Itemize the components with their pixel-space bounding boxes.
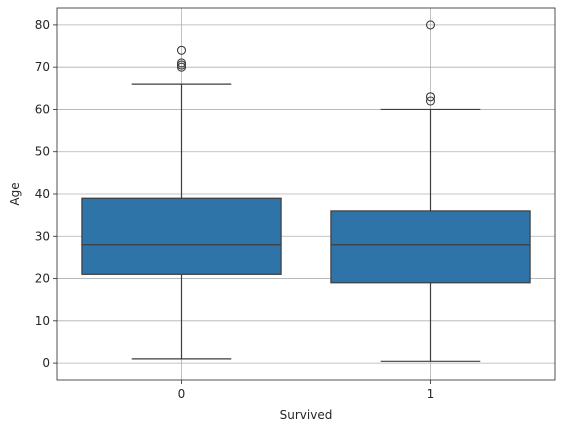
box-group-1: [330, 20, 531, 362]
outlier-point: [176, 45, 187, 55]
outlier-point: [425, 20, 436, 30]
y-tick-label: 0: [42, 356, 50, 370]
x-tick-label: 1: [427, 387, 435, 401]
y-tick-label: 30: [35, 229, 50, 243]
y-tick-label: 20: [35, 272, 50, 286]
y-tick-label: 40: [35, 187, 50, 201]
y-axis-label: Age: [8, 182, 22, 205]
axes: 0 10 20 30 40 50 60 70 80 0 1: [35, 18, 435, 401]
outlier-point: [176, 58, 187, 68]
outlier-point: [425, 96, 436, 106]
x-axis-label: Survived: [280, 408, 333, 422]
box-plots: [81, 20, 531, 362]
y-tick-label: 70: [35, 60, 50, 74]
y-tick-label: 80: [35, 18, 50, 32]
outlier-point: [425, 92, 436, 102]
grid-lines: [57, 8, 555, 380]
box-group-0: [81, 45, 282, 360]
y-tick-label: 10: [35, 314, 50, 328]
iqr-box: [330, 210, 531, 284]
x-tick-label: 0: [178, 387, 186, 401]
iqr-box: [81, 197, 282, 275]
y-tick-label: 50: [35, 145, 50, 159]
y-tick-label: 60: [35, 102, 50, 116]
